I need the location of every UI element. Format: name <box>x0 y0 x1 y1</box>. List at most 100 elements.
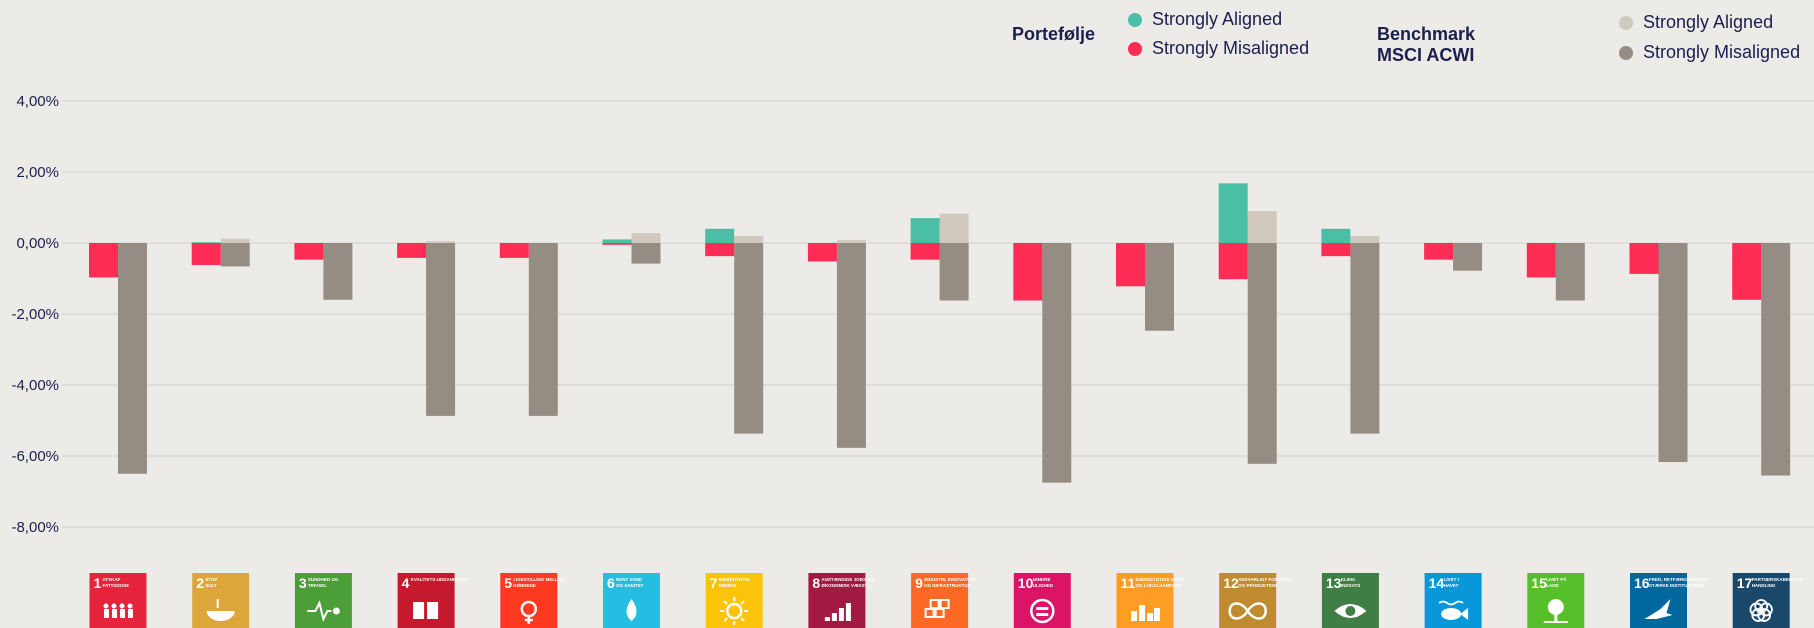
tree-icon <box>1543 599 1568 623</box>
sdg-tile-number: 7 <box>710 575 718 591</box>
sdg-tile-background <box>1219 573 1277 628</box>
y-tick-label: 0,00% <box>16 235 59 252</box>
bar-benchmark-misaligned <box>220 243 250 267</box>
sdg-tile-label: LIVET PÅ <box>1546 576 1567 582</box>
bar-benchmark-misaligned <box>1247 243 1277 464</box>
icon-part <box>103 603 109 609</box>
bar-portfolio-aligned <box>705 228 735 243</box>
bowl-icon <box>206 599 235 621</box>
icon-part <box>1147 613 1153 621</box>
cubes-icon <box>924 599 950 618</box>
y-tick-label: -2,00% <box>11 306 59 323</box>
icon-part <box>1154 608 1160 621</box>
y-tick-label: -6,00% <box>11 448 59 465</box>
sdg-tile-label: ØKONOMISK VÆKST <box>821 583 867 588</box>
sdg-tile-number: 4 <box>402 575 410 591</box>
icon-part <box>1228 602 1267 620</box>
bar-benchmark-misaligned <box>1145 243 1174 331</box>
sdg-tile-4: 4 KVALITETS-UDDANNELSE <box>397 573 468 628</box>
icon-part <box>1131 611 1137 621</box>
sdg-tile-label: HANDLING <box>1752 583 1776 588</box>
icon-part <box>1438 600 1464 606</box>
icon-part <box>1030 598 1055 624</box>
icon-part <box>939 599 950 609</box>
icon-part <box>1554 613 1558 622</box>
icon-part <box>1543 621 1568 623</box>
icon-part <box>723 617 728 622</box>
icon-part <box>824 617 830 621</box>
bar-portfolio-misaligned <box>910 243 940 260</box>
sdg-tile-number: 3 <box>299 575 307 591</box>
sdg-tile-number: 15 <box>1531 575 1547 591</box>
icon-part <box>112 609 117 618</box>
legend-label: Strongly Aligned <box>1643 12 1774 32</box>
bar-benchmark-misaligned <box>1453 243 1483 271</box>
sdg-tile-label: SUNDHED OG <box>308 577 339 582</box>
bar-benchmark-misaligned <box>836 243 866 448</box>
legend-dot-icon <box>1128 41 1142 56</box>
legend-portfolio-misaligned: Strongly Misaligned <box>1128 38 1309 59</box>
icon-part <box>1139 605 1145 621</box>
bar-portfolio-misaligned <box>1526 243 1556 278</box>
bar-portfolio-aligned <box>602 239 632 243</box>
bar-portfolio-misaligned <box>499 243 529 258</box>
heartbeat-icon <box>307 600 340 622</box>
sdg-tile-label: STOP <box>205 577 217 582</box>
bar-benchmark-aligned <box>734 235 764 243</box>
sdg-tile-number: 10 <box>1018 575 1034 591</box>
sdg-tile-label: RENT VAND <box>616 577 643 582</box>
bar-benchmark-misaligned <box>1658 243 1688 463</box>
bar-benchmark-misaligned <box>1042 243 1072 483</box>
icon-part <box>1441 608 1462 620</box>
bar-benchmark-misaligned <box>1761 243 1791 476</box>
bar-portfolio-aligned <box>910 218 940 243</box>
icon-part <box>413 602 425 619</box>
icon-part <box>332 607 340 615</box>
bar-portfolio-misaligned <box>294 243 324 260</box>
bar-portfolio-aligned <box>1321 228 1351 243</box>
sdg-tile-label: OG INFRASTRUKTUR <box>924 583 971 588</box>
legend-label: Strongly Misaligned <box>1643 42 1801 62</box>
icon-part <box>740 617 745 622</box>
sdg-tile-label: ANSVARLIGT FORBRUG <box>1238 577 1291 582</box>
dove-icon <box>1644 599 1673 619</box>
sdg-tile-label: LIGESTILLING MELLEM <box>513 577 564 582</box>
icon-part <box>1644 599 1673 619</box>
bar-benchmark-misaligned <box>528 243 558 416</box>
icon-part <box>1036 613 1049 616</box>
legend-label: Strongly Misaligned <box>1152 38 1310 58</box>
sdg-tile-label: KVALITETS-UDDANNELSE <box>411 577 468 582</box>
sdg-tile-label: BÆREDYGTIG <box>719 577 751 582</box>
sdg-tile-number: 17 <box>1737 575 1753 591</box>
icon-part <box>1460 608 1469 620</box>
bar-benchmark-misaligned <box>939 243 969 301</box>
bar-benchmark-misaligned <box>323 243 353 300</box>
icon-part <box>845 603 851 621</box>
bar-portfolio-misaligned <box>1013 243 1043 301</box>
sdg-tile-label: OG LOKALSAMFUND <box>1136 583 1183 588</box>
sdg-tile-label: HAVET <box>1444 583 1459 588</box>
bar-benchmark-aligned <box>220 238 250 243</box>
sdg-tile-label: LAND <box>1546 583 1559 588</box>
bar-benchmark-misaligned <box>631 243 661 264</box>
bar-benchmark-aligned <box>939 213 969 243</box>
sdg-tile-label: STÆRKE INSTITUTIONER <box>1649 583 1705 588</box>
sdg-tile-number: 6 <box>607 575 615 591</box>
sdg-tile-number: 13 <box>1326 575 1342 591</box>
icon-part <box>127 603 133 609</box>
sdg-tile-label: TRIVSEL <box>308 583 327 588</box>
legend-dot-icon <box>1619 15 1633 30</box>
y-tick-label: -8,00% <box>11 519 59 536</box>
sdg-tile-number: 1 <box>94 575 102 591</box>
sdg-tile-label: OG PRODUKTION <box>1238 583 1277 588</box>
book-icon <box>413 602 439 619</box>
bar-portfolio-misaligned <box>397 243 427 258</box>
icon-part <box>929 599 940 609</box>
